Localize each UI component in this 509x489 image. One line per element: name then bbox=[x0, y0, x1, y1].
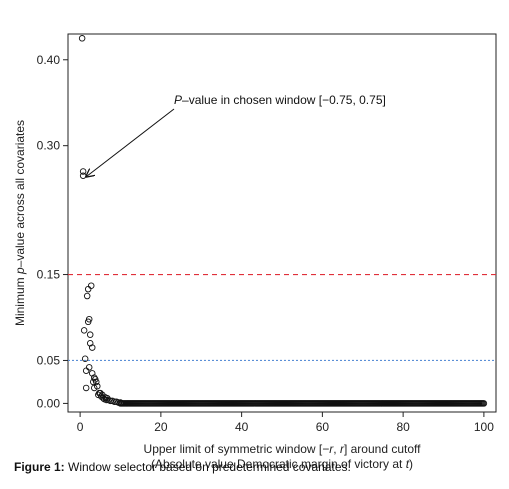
figure-caption: Figure 1: Window selector based on prede… bbox=[14, 460, 504, 474]
caption-text: Window selector based on predetermined c… bbox=[68, 460, 351, 474]
y-tick-label: 0.15 bbox=[37, 268, 61, 282]
x-axis-label-mid: , bbox=[333, 442, 340, 456]
x-tick-label: 80 bbox=[396, 420, 410, 434]
data-point bbox=[94, 382, 101, 390]
y-axis: 0.00 0.05 0.15 0.30 0.40 bbox=[37, 53, 68, 410]
data-point bbox=[107, 397, 114, 405]
data-point bbox=[88, 344, 96, 351]
x-tick-label: 20 bbox=[154, 420, 168, 434]
x-axis-label-line2: (Absolute value Democratic margin of vic… bbox=[151, 457, 413, 471]
caption-label: Figure 1: bbox=[14, 460, 65, 474]
data-point bbox=[103, 396, 110, 404]
y-axis-label: Minimum p–value across all covariates bbox=[13, 120, 27, 326]
x-axis: 0 20 40 60 80 100 bbox=[77, 412, 494, 434]
data-point bbox=[82, 384, 90, 392]
y-tick-label: 0.05 bbox=[37, 353, 61, 367]
x-tick-label: 60 bbox=[316, 420, 330, 434]
scatter-points bbox=[78, 35, 488, 407]
data-point bbox=[80, 327, 88, 334]
y-axis-label-pre: Minimum bbox=[13, 274, 27, 326]
y-tick-label: 0.40 bbox=[37, 53, 61, 67]
x-axis-label2-pre: (Absolute value Democratic margin of vic… bbox=[151, 457, 406, 471]
data-point bbox=[85, 364, 93, 371]
x-axis-label-post: ] around cutoff bbox=[344, 442, 421, 456]
x-tick-label: 100 bbox=[474, 420, 494, 434]
data-point bbox=[78, 35, 86, 42]
x-tick-label: 0 bbox=[77, 420, 84, 434]
data-point bbox=[81, 355, 89, 362]
y-tick-label: 0.00 bbox=[37, 396, 61, 410]
y-axis-label-p: p bbox=[13, 267, 27, 275]
x-axis-label-r1: −r bbox=[322, 442, 334, 456]
data-point bbox=[82, 367, 90, 375]
x-axis-label-pre: Upper limit of symmetric window [ bbox=[144, 442, 323, 456]
x-tick-label: 40 bbox=[235, 420, 249, 434]
data-point bbox=[85, 315, 93, 323]
y-axis-label-post: –value across all covariates bbox=[13, 120, 27, 267]
data-point bbox=[480, 400, 488, 407]
data-point bbox=[97, 389, 104, 397]
x-axis-label2-post: ) bbox=[409, 457, 413, 471]
data-point bbox=[83, 292, 91, 300]
data-point bbox=[111, 398, 118, 405]
x-axis-label2-t: t bbox=[406, 457, 410, 471]
data-point bbox=[87, 282, 95, 289]
annotation-text-italic: P bbox=[174, 93, 182, 107]
annotation-text: P–value in chosen window [−0.75, 0.75] bbox=[174, 93, 386, 107]
plot-frame bbox=[67, 33, 497, 413]
annotation-text-rest: –value in chosen window [−0.75, 0.75] bbox=[182, 93, 386, 107]
data-point bbox=[86, 331, 94, 338]
x-axis-label-line1: Upper limit of symmetric window [−r, r] … bbox=[144, 442, 422, 456]
x-axis-label-r2: r bbox=[340, 442, 345, 456]
data-point bbox=[93, 378, 100, 386]
data-point bbox=[84, 285, 92, 293]
y-tick-label: 0.30 bbox=[37, 139, 61, 153]
annotation-arrow bbox=[86, 108, 175, 177]
data-point bbox=[79, 172, 87, 179]
